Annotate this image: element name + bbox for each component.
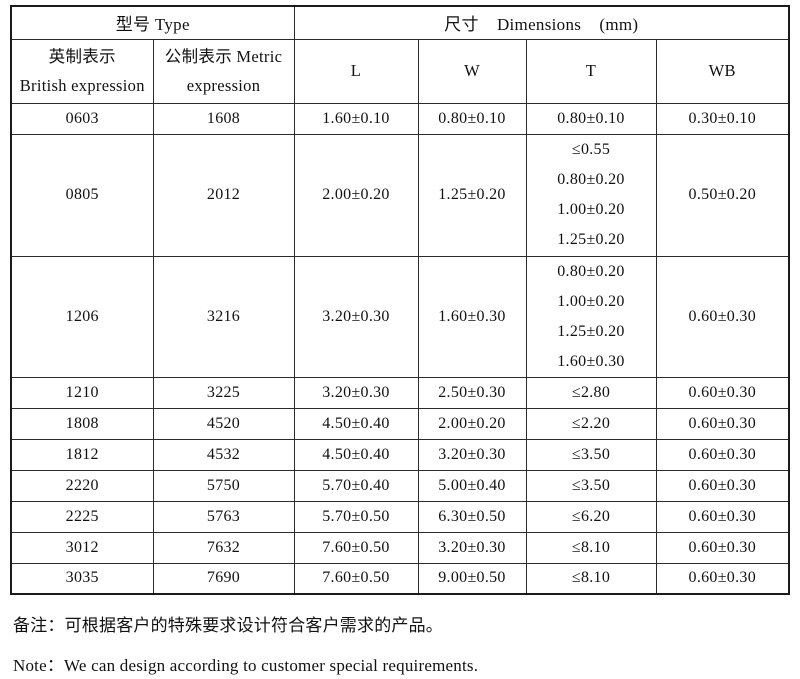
cell-metric: 7690: [152, 562, 295, 595]
header-british-expression: 英制表示 British expression: [10, 38, 154, 104]
cell-w: 3.20±0.30: [417, 531, 527, 564]
cell-l: 1.60±0.10: [293, 102, 419, 135]
cell-w: 2.50±0.30: [417, 376, 527, 409]
cell-t: ≤2.80: [525, 376, 657, 409]
cell-l: 4.50±0.40: [293, 407, 419, 440]
cell-wb: 0.60±0.30: [655, 407, 790, 440]
cell-w: 0.80±0.10: [417, 102, 527, 135]
cell-t: 0.80±0.20 1.00±0.20 1.25±0.20 1.60±0.30: [525, 255, 657, 378]
cell-british: 0603: [10, 102, 154, 135]
cell-british: 2225: [10, 500, 154, 533]
cell-l: 5.70±0.40: [293, 469, 419, 502]
header-type: 型号 Type: [10, 5, 295, 40]
header-col-T: T: [525, 38, 657, 104]
table-row-3012: 3012 7632 7.60±0.50 3.20±0.30 ≤8.10 0.60…: [10, 531, 790, 564]
note-english: Note：We can design according to customer…: [13, 656, 479, 675]
header-metric-expression: 公制表示 Metric expression: [152, 38, 295, 104]
cell-metric: 2012: [152, 133, 295, 257]
header-col-W: W: [417, 38, 527, 104]
cell-w: 1.60±0.30: [417, 255, 527, 378]
cell-wb: 0.60±0.30: [655, 255, 790, 378]
cell-t: ≤8.10: [525, 562, 657, 595]
table-row-0603: 0603 1608 1.60±0.10 0.80±0.10 0.80±0.10 …: [10, 102, 790, 135]
cell-wb: 0.60±0.30: [655, 469, 790, 502]
table-header-row-2: 英制表示 British expression 公制表示 Metric expr…: [10, 38, 790, 104]
table-row-3035: 3035 7690 7.60±0.50 9.00±0.50 ≤8.10 0.60…: [10, 562, 790, 595]
cell-t: ≤6.20: [525, 500, 657, 533]
cell-british: 1812: [10, 438, 154, 471]
cell-metric: 5763: [152, 500, 295, 533]
cell-w: 3.20±0.30: [417, 438, 527, 471]
cell-t: ≤0.55 0.80±0.20 1.00±0.20 1.25±0.20: [525, 133, 657, 257]
table-row-2225: 2225 5763 5.70±0.50 6.30±0.50 ≤6.20 0.60…: [10, 500, 790, 533]
cell-british: 3035: [10, 562, 154, 595]
cell-wb: 0.50±0.20: [655, 133, 790, 257]
cell-wb: 0.60±0.30: [655, 562, 790, 595]
cell-metric: 4520: [152, 407, 295, 440]
cell-w: 5.00±0.40: [417, 469, 527, 502]
table-row-0805: 0805 2012 2.00±0.20 1.25±0.20 ≤0.55 0.80…: [10, 133, 790, 257]
cell-british: 1206: [10, 255, 154, 378]
table-row-1210: 1210 3225 3.20±0.30 2.50±0.30 ≤2.80 0.60…: [10, 376, 790, 409]
cell-british: 1210: [10, 376, 154, 409]
cell-t: ≤3.50: [525, 438, 657, 471]
table-row-1808: 1808 4520 4.50±0.40 2.00±0.20 ≤2.20 0.60…: [10, 407, 790, 440]
cell-wb: 0.60±0.30: [655, 376, 790, 409]
cell-wb: 0.60±0.30: [655, 531, 790, 564]
header-col-L: L: [293, 38, 419, 104]
cell-wb: 0.60±0.30: [655, 500, 790, 533]
cell-t: ≤2.20: [525, 407, 657, 440]
cell-british: 1808: [10, 407, 154, 440]
cell-british: 0805: [10, 133, 154, 257]
cell-l: 2.00±0.20: [293, 133, 419, 257]
cell-metric: 7632: [152, 531, 295, 564]
cell-t: ≤3.50: [525, 469, 657, 502]
cell-t: ≤8.10: [525, 531, 657, 564]
cell-l: 4.50±0.40: [293, 438, 419, 471]
cell-metric: 1608: [152, 102, 295, 135]
table-row-1812: 1812 4532 4.50±0.40 3.20±0.30 ≤3.50 0.60…: [10, 438, 790, 471]
cell-w: 9.00±0.50: [417, 562, 527, 595]
header-dimensions: 尺寸 Dimensions (mm): [293, 5, 790, 40]
cell-metric: 3225: [152, 376, 295, 409]
cell-l: 5.70±0.50: [293, 500, 419, 533]
cell-l: 3.20±0.30: [293, 376, 419, 409]
cell-w: 6.30±0.50: [417, 500, 527, 533]
dimensions-table: 型号 Type 尺寸 Dimensions (mm) 英制表示 British …: [10, 5, 791, 595]
cell-w: 1.25±0.20: [417, 133, 527, 257]
cell-british: 2220: [10, 469, 154, 502]
cell-w: 2.00±0.20: [417, 407, 527, 440]
header-col-WB: WB: [655, 38, 790, 104]
cell-metric: 5750: [152, 469, 295, 502]
notes-section: 备注：可根据客户的特殊要求设计符合客户需求的产品。 Note：We can de…: [13, 611, 800, 676]
cell-l: 7.60±0.50: [293, 531, 419, 564]
cell-l: 7.60±0.50: [293, 562, 419, 595]
cell-wb: 0.60±0.30: [655, 438, 790, 471]
cell-british: 3012: [10, 531, 154, 564]
table-header-row-1: 型号 Type 尺寸 Dimensions (mm): [10, 5, 790, 40]
cell-t: 0.80±0.10: [525, 102, 657, 135]
cell-metric: 3216: [152, 255, 295, 378]
cell-wb: 0.30±0.10: [655, 102, 790, 135]
note-chinese: 备注：可根据客户的特殊要求设计符合客户需求的产品。: [13, 616, 443, 635]
cell-l: 3.20±0.30: [293, 255, 419, 378]
cell-metric: 4532: [152, 438, 295, 471]
table-row-2220: 2220 5750 5.70±0.40 5.00±0.40 ≤3.50 0.60…: [10, 469, 790, 502]
table-row-1206: 1206 3216 3.20±0.30 1.60±0.30 0.80±0.20 …: [10, 255, 790, 378]
